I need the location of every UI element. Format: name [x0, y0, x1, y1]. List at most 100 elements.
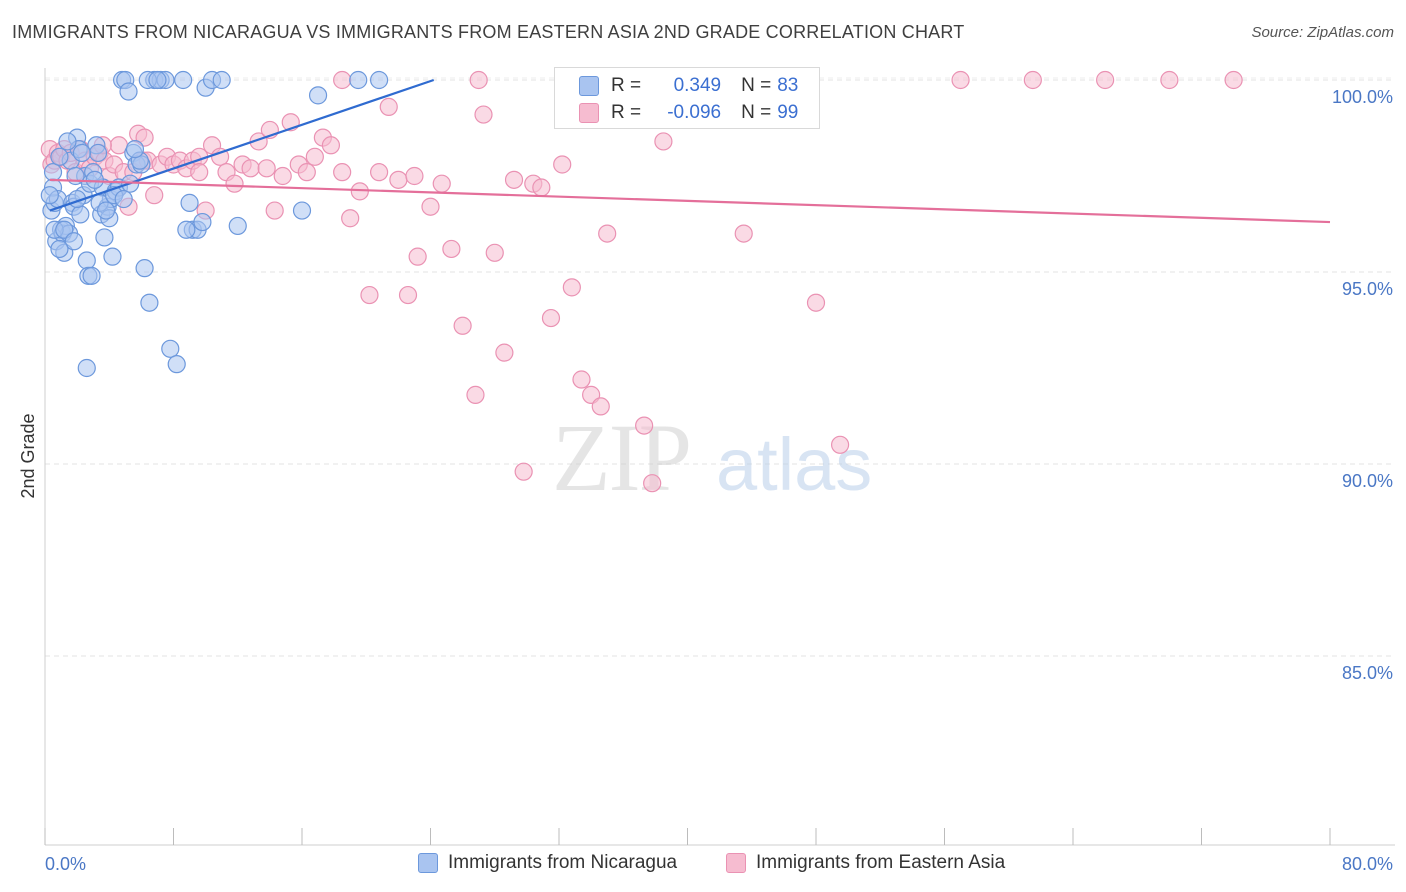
point-nicaragua	[167, 355, 186, 374]
x-tick-label-max: 80.0%	[1342, 854, 1393, 874]
point-eastern-asia	[474, 105, 493, 124]
legend-label-eastern-asia: Immigrants from Eastern Asia	[756, 852, 1006, 873]
legend-swatch-eastern-asia	[726, 853, 746, 873]
point-nicaragua	[95, 228, 114, 247]
point-nicaragua	[119, 82, 138, 101]
point-eastern-asia	[806, 293, 826, 312]
point-eastern-asia	[469, 70, 488, 90]
legend-label-nicaragua: Immigrants from Nicaragua	[448, 852, 678, 873]
point-eastern-asia	[951, 70, 970, 90]
trend-line-nicaragua	[49, 78, 435, 212]
y-tick-label: 90.0%	[1342, 471, 1393, 491]
point-eastern-asia	[145, 186, 164, 205]
y-tick-label: 85.0%	[1342, 663, 1393, 683]
point-eastern-asia	[495, 343, 514, 362]
point-eastern-asia	[421, 197, 440, 216]
point-eastern-asia	[321, 136, 341, 155]
legend-item-nicaragua[interactable]: Immigrants from Nicaragua	[418, 852, 677, 874]
point-eastern-asia	[504, 170, 524, 189]
point-nicaragua	[88, 143, 108, 163]
point-eastern-asia	[541, 308, 561, 328]
point-eastern-asia	[485, 243, 504, 262]
point-eastern-asia	[297, 163, 316, 182]
point-eastern-asia	[432, 174, 451, 193]
point-eastern-asia	[398, 285, 418, 305]
point-nicaragua	[308, 86, 328, 105]
point-nicaragua	[125, 140, 145, 159]
point-nicaragua	[58, 132, 77, 151]
r-value-nicaragua: 0.349	[673, 75, 722, 96]
point-eastern-asia	[210, 147, 230, 166]
point-eastern-asia	[643, 474, 662, 493]
point-nicaragua	[161, 339, 180, 358]
point-eastern-asia	[389, 170, 408, 189]
point-eastern-asia	[273, 166, 292, 186]
point-eastern-asia	[572, 370, 591, 389]
stats-swatch-nicaragua	[579, 76, 599, 96]
point-nicaragua	[212, 70, 231, 90]
point-eastern-asia	[265, 201, 284, 220]
watermark-zip: ZIP	[552, 404, 690, 511]
point-eastern-asia	[1160, 70, 1179, 90]
y-tick-label: 95.0%	[1342, 279, 1393, 299]
point-nicaragua	[177, 220, 196, 239]
point-eastern-asia	[654, 132, 673, 151]
point-eastern-asia	[514, 462, 533, 481]
point-nicaragua	[71, 205, 90, 224]
point-eastern-asia	[333, 163, 352, 182]
point-eastern-asia	[532, 178, 551, 197]
r-label: R =	[611, 102, 642, 123]
point-eastern-asia	[598, 224, 617, 243]
point-nicaragua	[292, 201, 312, 220]
point-nicaragua	[174, 70, 193, 90]
point-eastern-asia	[591, 397, 610, 416]
r-label: R =	[611, 75, 642, 96]
point-eastern-asia	[734, 224, 753, 243]
point-eastern-asia	[225, 174, 244, 193]
chart-title: IMMIGRANTS FROM NICARAGUA VS IMMIGRANTS …	[12, 22, 965, 42]
x-tick-label-min: 0.0%	[45, 854, 86, 874]
watermark-atlas: atlas	[716, 423, 872, 506]
n-value-nicaragua: 83	[777, 75, 799, 96]
point-nicaragua	[77, 251, 96, 270]
point-nicaragua	[96, 201, 116, 220]
point-nicaragua	[349, 70, 368, 90]
point-eastern-asia	[453, 316, 472, 335]
point-eastern-asia	[830, 435, 850, 454]
point-nicaragua	[64, 232, 84, 251]
point-eastern-asia	[305, 147, 324, 166]
point-eastern-asia	[442, 239, 461, 259]
point-nicaragua	[370, 70, 389, 90]
point-eastern-asia	[1224, 70, 1243, 90]
legend-item-eastern-asia[interactable]: Immigrants from Eastern Asia	[726, 852, 1005, 874]
stats-row-eastern-asia: R = -0.096 N = 99	[579, 101, 798, 125]
point-nicaragua	[135, 259, 154, 278]
y-tick-label: 100.0%	[1332, 87, 1393, 107]
point-nicaragua	[228, 216, 247, 236]
point-eastern-asia	[190, 163, 209, 182]
point-eastern-asia	[341, 209, 360, 228]
legend-swatch-nicaragua	[418, 853, 438, 873]
source-label: Source: ZipAtlas.com	[1251, 24, 1394, 41]
point-eastern-asia	[466, 385, 485, 404]
point-nicaragua	[77, 358, 96, 378]
point-eastern-asia	[360, 285, 379, 305]
point-nicaragua	[72, 143, 92, 163]
point-nicaragua	[50, 147, 69, 166]
point-nicaragua	[40, 186, 59, 205]
point-nicaragua	[114, 189, 133, 209]
point-eastern-asia	[257, 159, 276, 178]
point-nicaragua	[82, 266, 101, 285]
point-eastern-asia	[379, 97, 398, 116]
point-eastern-asia	[370, 163, 389, 182]
point-nicaragua	[103, 247, 122, 266]
stats-row-nicaragua: R = 0.349 N = 83	[579, 74, 798, 98]
r-value-eastern-asia: -0.096	[667, 102, 722, 123]
data-points	[40, 70, 1243, 493]
point-nicaragua	[85, 170, 104, 189]
point-eastern-asia	[1023, 70, 1042, 90]
n-label: N =	[741, 102, 772, 123]
point-eastern-asia	[241, 159, 260, 178]
point-eastern-asia	[333, 70, 352, 90]
